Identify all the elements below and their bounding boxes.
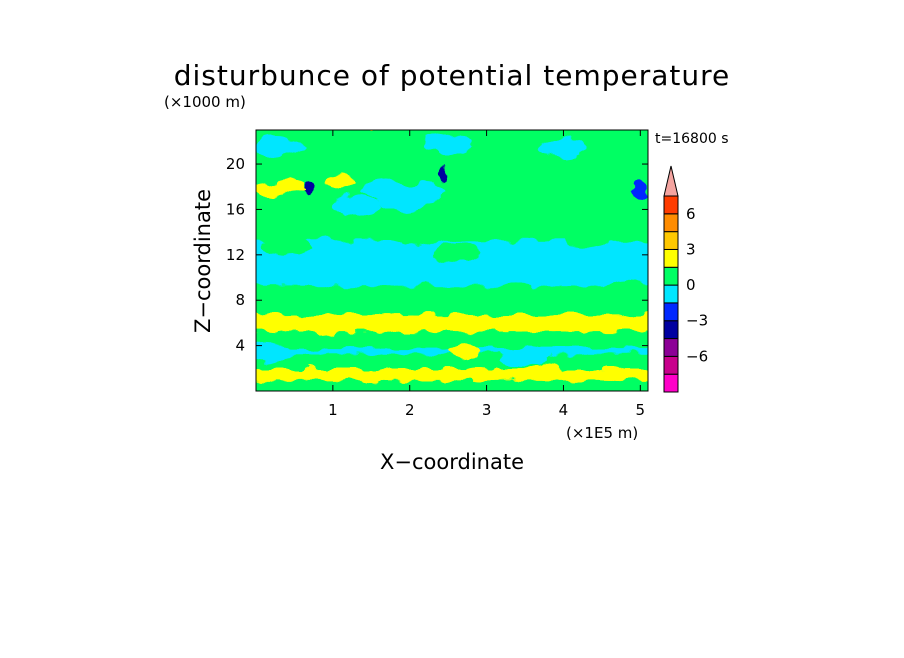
colorbar-swatch	[663, 248, 679, 268]
field-feature-12	[370, 320, 403, 335]
colorbar-swatch	[663, 231, 679, 250]
y-tick-label: 16	[226, 200, 245, 218]
field-feature-16	[532, 364, 565, 379]
field-feature-28	[256, 137, 304, 158]
field-feature-8	[274, 179, 307, 194]
colorbar-label: −6	[686, 347, 708, 365]
field-feature-30	[539, 137, 588, 158]
field-feature-17	[601, 368, 634, 383]
colorbar-label: 0	[686, 276, 696, 294]
colorbar-swatch	[663, 338, 679, 357]
field-feature-27	[501, 346, 550, 367]
field-feature-13	[447, 344, 480, 359]
field-feature-18	[493, 283, 542, 304]
field-feature-11	[305, 321, 338, 336]
field-feature-1	[439, 164, 450, 183]
field-feature-5	[397, 182, 446, 203]
chart-title: disturbunce of potential temperature	[174, 59, 731, 92]
field-feature-2	[635, 182, 646, 201]
x-tick-label: 2	[405, 401, 415, 419]
x-tick-label: 4	[559, 401, 569, 419]
field-feature-29	[424, 133, 473, 154]
colorbar-label: 6	[686, 205, 696, 223]
y-axis: 4 8 12 16 20	[226, 155, 648, 355]
field-feature-6	[331, 196, 380, 217]
field-feature-19	[554, 285, 603, 306]
time-label: t=16800 s	[655, 131, 729, 147]
heatmap-field	[256, 130, 648, 391]
field-feature-20	[600, 280, 648, 301]
field-feature-26	[256, 342, 288, 363]
colorbar-label: −3	[686, 312, 708, 330]
y-tick-label: 4	[235, 337, 245, 355]
colorbar-swatch	[663, 213, 679, 233]
colorbar-label: 3	[686, 240, 696, 258]
field-feature-15	[355, 369, 388, 384]
field-band-9	[256, 166, 648, 219]
plot-frame	[255, 129, 649, 392]
field-feature-21	[431, 242, 480, 263]
colorbar-swatch	[663, 195, 679, 215]
colorbar-swatch	[663, 266, 679, 286]
field-feature-10	[259, 318, 292, 333]
colorbar: 6 3 0 −3 −6	[663, 165, 708, 393]
field-feature-14	[462, 366, 495, 381]
x-tick-label: 1	[328, 401, 338, 419]
x-tick-label: 5	[636, 401, 646, 419]
field-feature-9	[324, 174, 357, 189]
x-tick-label: 3	[482, 401, 492, 419]
y-tick-label: 8	[235, 291, 245, 309]
y-axis-label: Z−coordinate	[191, 189, 215, 333]
colorbar-swatch	[663, 302, 679, 322]
x-unit-label: (×1E5 m)	[566, 424, 638, 442]
colorbar-swatch	[663, 355, 679, 375]
colorbar-swatch	[663, 284, 679, 304]
field-feature-25	[516, 244, 565, 265]
colorbar-swatch	[663, 320, 679, 340]
colorbar-extension	[663, 165, 679, 197]
y-unit-label: (×1000 m)	[164, 93, 246, 111]
x-axis-label: X−coordinate	[380, 450, 524, 474]
field-feature-22	[393, 224, 442, 245]
field-feature-23	[262, 235, 311, 256]
y-tick-label: 12	[226, 246, 245, 264]
field-feature-0	[304, 177, 315, 196]
x-axis: 1 2 3 4 5	[328, 130, 645, 419]
y-tick-label: 20	[226, 155, 245, 173]
field-feature-24	[562, 227, 611, 248]
